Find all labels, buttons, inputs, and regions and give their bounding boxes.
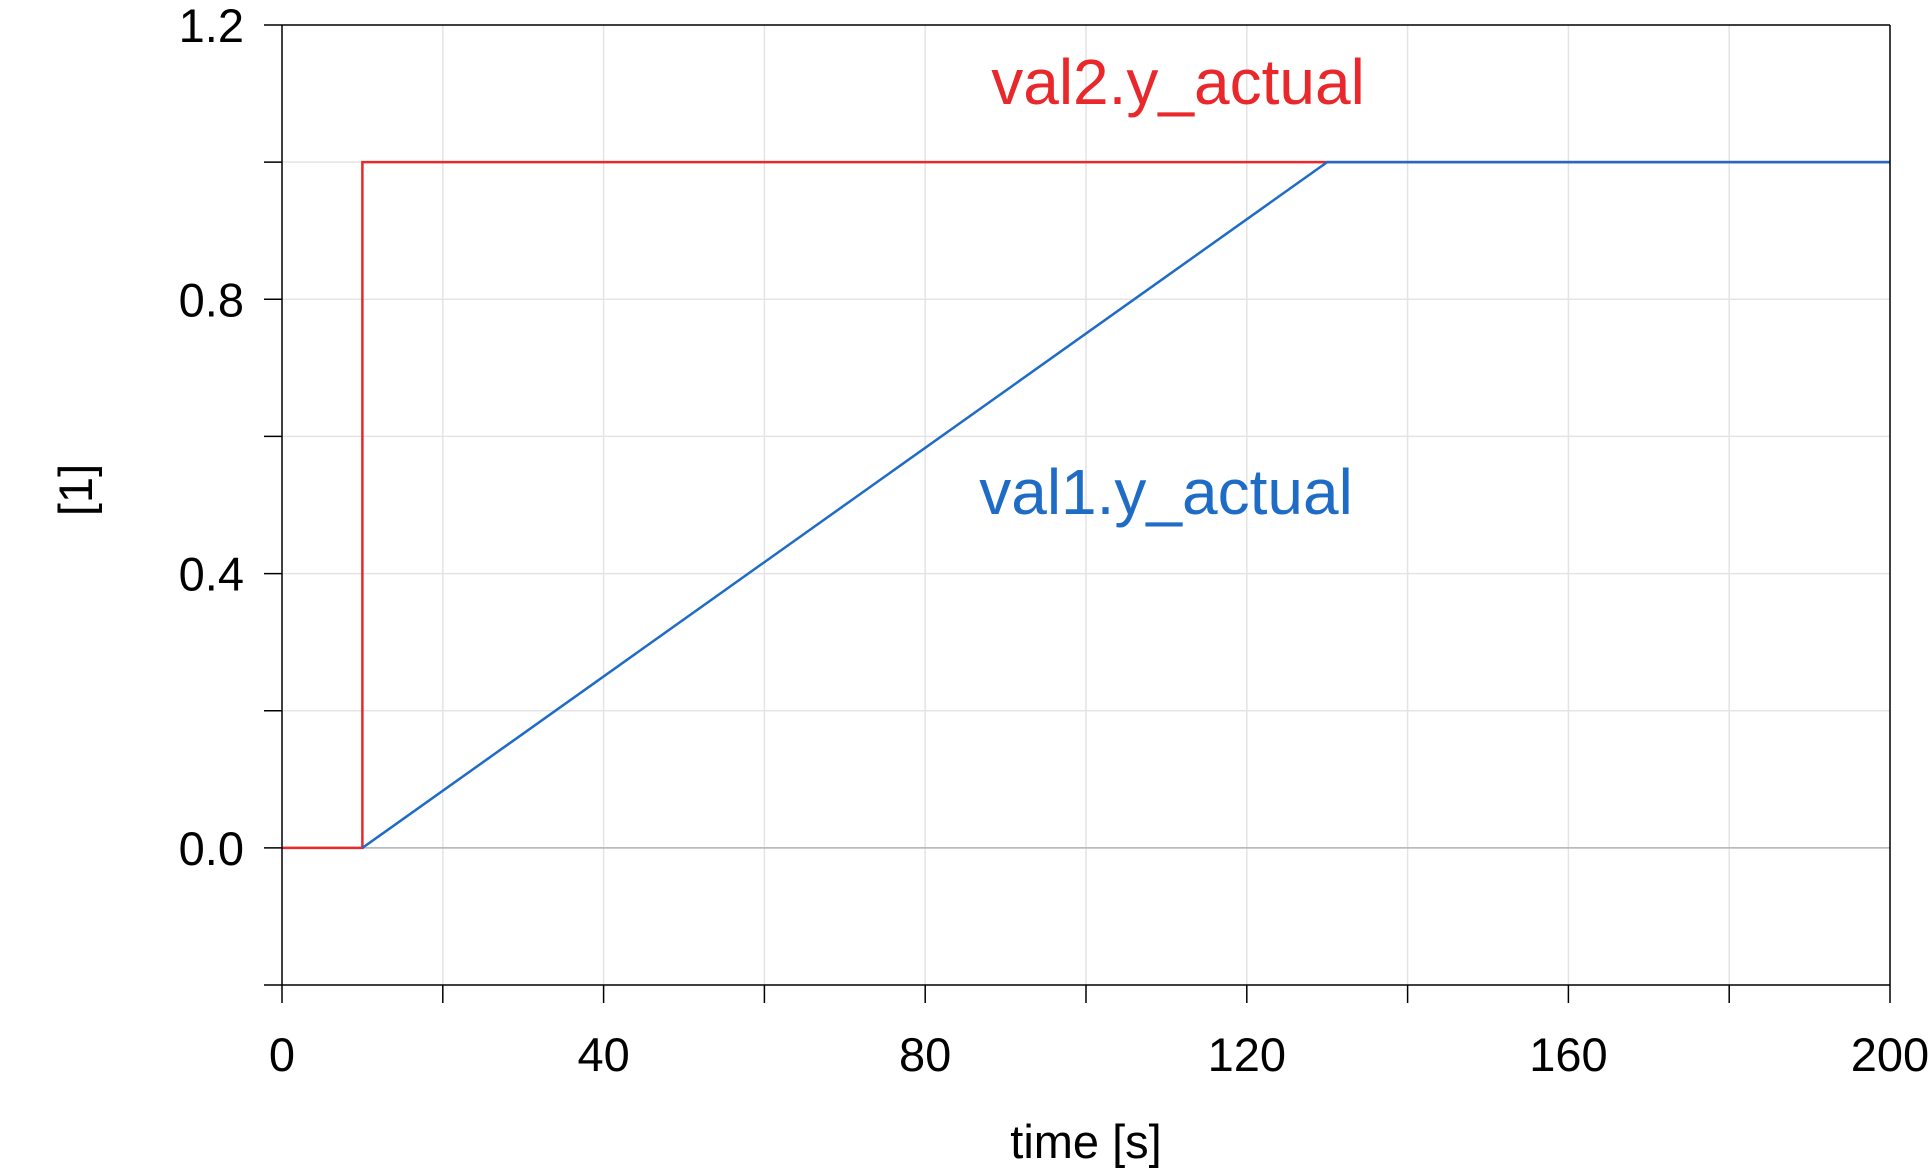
y-tick-label: 0.4 <box>179 548 244 601</box>
series-line-val1-y-actual <box>361 160 1890 849</box>
series-lines <box>282 160 1890 850</box>
series-labels: val2.y_actual val1.y_actual <box>979 46 1365 528</box>
series-label-val2-y-actual: val2.y_actual <box>991 46 1365 118</box>
x-axis-title: time [s] <box>1010 1115 1161 1168</box>
y-axis-title: [1] <box>49 464 102 516</box>
x-tick-label: 160 <box>1529 1028 1607 1081</box>
axis-ticks <box>264 24 1891 1003</box>
x-tick-label: 40 <box>577 1028 629 1081</box>
x-tick-label: 120 <box>1208 1028 1286 1081</box>
x-tick-label: 0 <box>269 1028 295 1081</box>
series-line-val2-y-actual <box>282 160 1890 850</box>
series-label-val1-y-actual: val1.y_actual <box>979 456 1353 528</box>
x-tick-label: 200 <box>1851 1028 1929 1081</box>
x-tick-label: 80 <box>899 1028 951 1081</box>
tick-labels: 0 40 80 120 160 200 0.0 0.4 0.8 1.2 <box>179 0 1930 1081</box>
y-tick-label: 0.8 <box>179 273 244 326</box>
y-tick-label: 0.0 <box>179 822 244 875</box>
y-tick-label: 1.2 <box>179 0 244 52</box>
